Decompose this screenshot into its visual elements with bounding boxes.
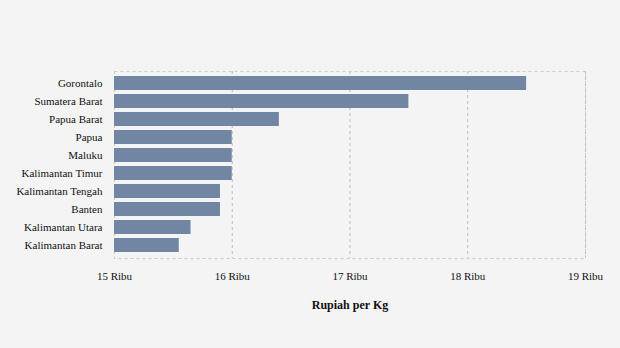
svg-text:15 Ribu: 15 Ribu: [97, 270, 133, 282]
svg-text:18 Ribu: 18 Ribu: [450, 270, 486, 282]
svg-text:Rupiah per Kg: Rupiah per Kg: [312, 298, 388, 312]
svg-text:Kalimantan Tengah: Kalimantan Tengah: [16, 185, 103, 197]
svg-text:Kalimantan Utara: Kalimantan Utara: [24, 221, 103, 233]
svg-text:Sumatera Barat: Sumatera Barat: [34, 95, 102, 107]
svg-text:Maluku: Maluku: [68, 149, 103, 161]
svg-text:17 Ribu: 17 Ribu: [332, 270, 368, 282]
svg-text:Gorontalo: Gorontalo: [58, 77, 103, 89]
svg-text:Kalimantan Barat: Kalimantan Barat: [25, 239, 103, 251]
svg-text:19 Ribu: 19 Ribu: [568, 270, 604, 282]
svg-text:Papua Barat: Papua Barat: [49, 113, 102, 125]
svg-text:Kalimantan Timur: Kalimantan Timur: [22, 167, 103, 179]
svg-text:Banten: Banten: [71, 203, 103, 215]
svg-text:16 Ribu: 16 Ribu: [215, 270, 251, 282]
svg-text:Papua: Papua: [76, 131, 103, 143]
